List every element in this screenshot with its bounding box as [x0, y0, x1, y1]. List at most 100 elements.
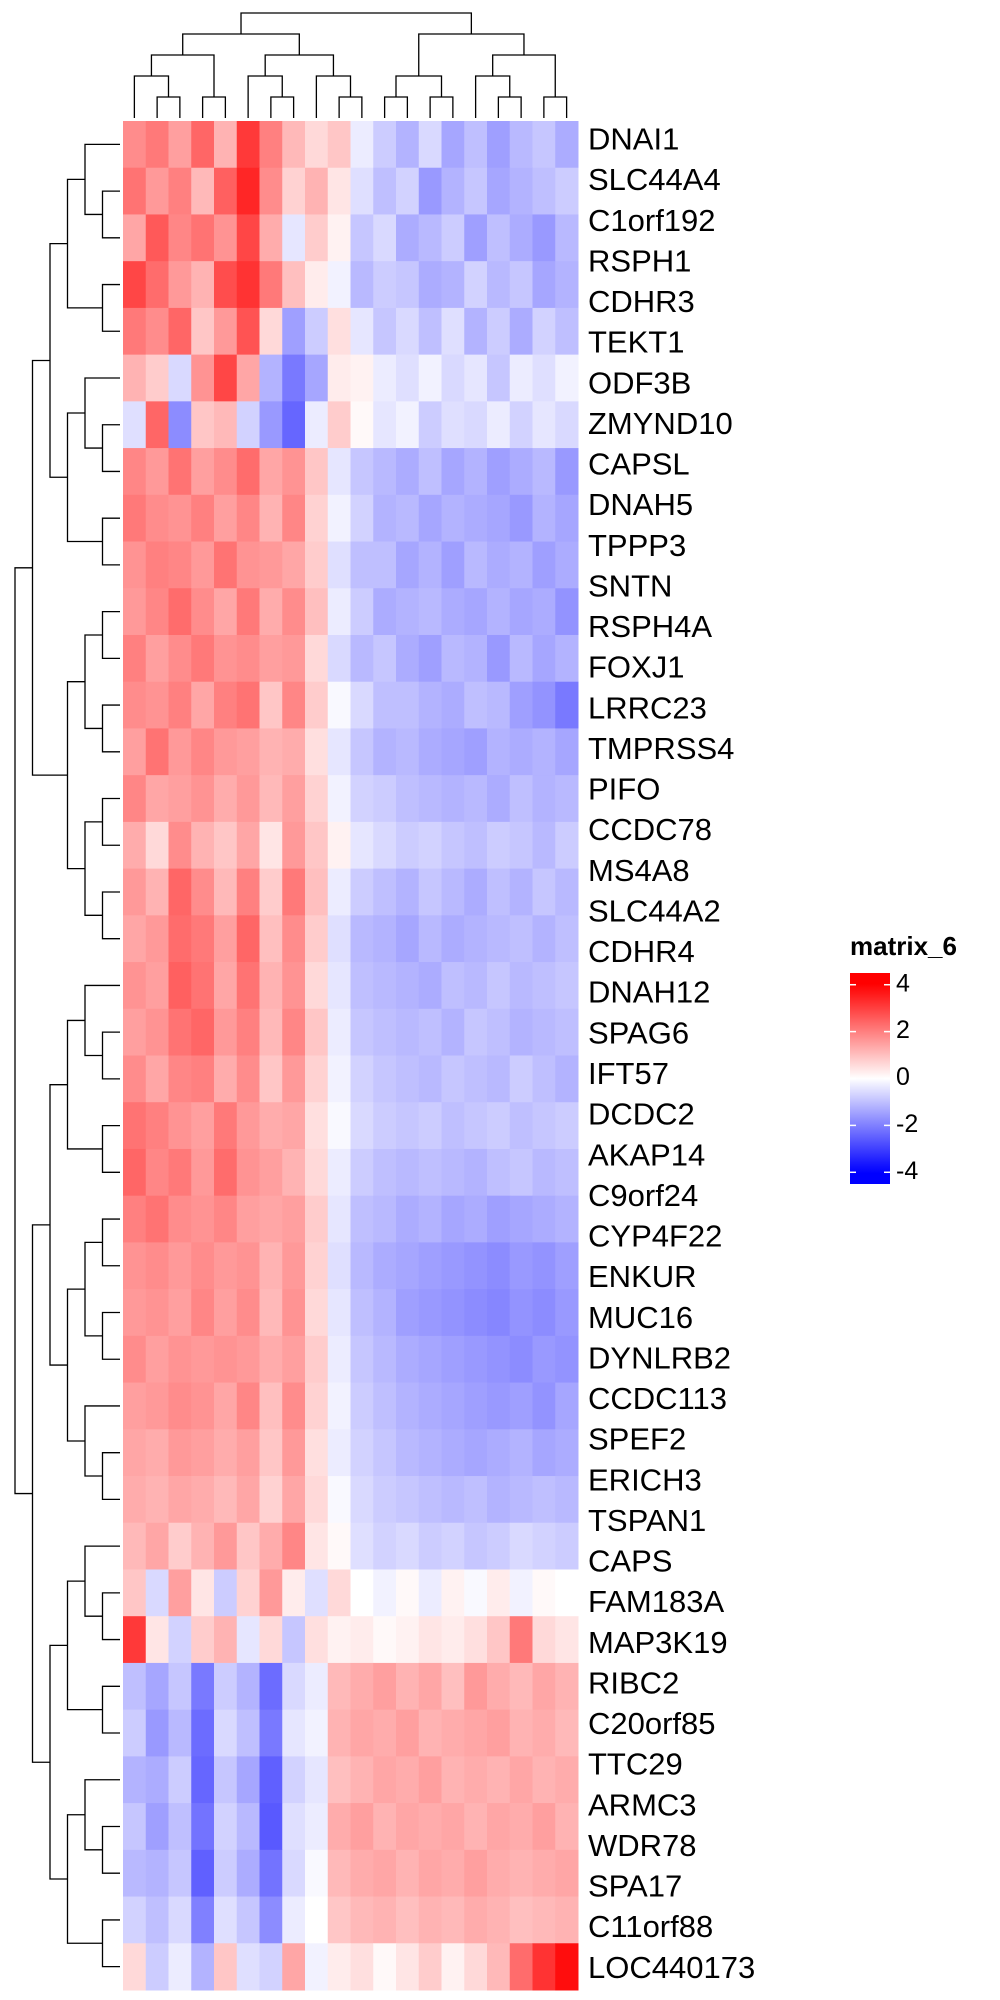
- heatmap-cell: [145, 1943, 169, 1991]
- dendrogram-branch: [101, 1124, 120, 1173]
- heatmap-cell: [396, 1522, 420, 1570]
- heatmap-cell: [487, 962, 511, 1010]
- heatmap-cell: [236, 962, 260, 1010]
- heatmap-cell: [396, 121, 420, 169]
- heatmap-cell: [509, 1756, 533, 1804]
- heatmap-cell: [555, 494, 579, 543]
- heatmap-cell: [555, 307, 579, 356]
- heatmap-cell: [123, 1335, 147, 1384]
- heatmap-cell: [236, 167, 260, 215]
- heatmap-cell: [532, 541, 556, 589]
- heatmap-cell: [532, 868, 556, 916]
- heatmap-cell: [123, 1896, 147, 1944]
- dendrogram-branch: [66, 412, 103, 543]
- heatmap-cell: [214, 1148, 238, 1197]
- heatmap-cell: [236, 541, 260, 589]
- heatmap-cell: [282, 354, 306, 402]
- heatmap-cell: [282, 1803, 306, 1851]
- heatmap-cell: [214, 1008, 238, 1056]
- heatmap-cell: [373, 261, 397, 309]
- heatmap-cell: [168, 868, 192, 916]
- heatmap-cell: [123, 634, 147, 683]
- heatmap-cell: [487, 821, 511, 870]
- heatmap-cell: [396, 448, 420, 496]
- heatmap-cell: [441, 915, 465, 963]
- heatmap-cell: [509, 1662, 533, 1711]
- heatmap-cell: [555, 1569, 579, 1617]
- heatmap-cell: [441, 728, 465, 776]
- heatmap-cell: [305, 214, 329, 262]
- heatmap-cell: [509, 1289, 533, 1337]
- heatmap-cell: [555, 1662, 579, 1711]
- heatmap-cell: [145, 1102, 169, 1150]
- heatmap-cell: [123, 1803, 147, 1851]
- heatmap-cell: [555, 448, 579, 496]
- heatmap-cell: [509, 1569, 533, 1617]
- dendrogram-branch: [66, 178, 103, 309]
- heatmap-cell: [373, 1569, 397, 1617]
- heatmap-cell: [373, 1756, 397, 1804]
- heatmap-cell: [214, 588, 238, 636]
- heatmap-cell: [327, 868, 351, 916]
- heatmap-cell: [396, 1709, 420, 1757]
- heatmap-cell: [373, 494, 397, 543]
- heatmap-cell: [373, 1335, 397, 1384]
- heatmap-cell: [168, 775, 192, 823]
- row-label: CAPSL: [588, 447, 690, 482]
- heatmap-cell: [259, 962, 283, 1010]
- heatmap-cell: [487, 681, 511, 729]
- heatmap-cell: [464, 307, 488, 356]
- heatmap-cell: [327, 775, 351, 823]
- heatmap-cell: [327, 1849, 351, 1898]
- heatmap-cell: [236, 121, 260, 169]
- heatmap-cell: [259, 1803, 283, 1851]
- heatmap-cell: [396, 1102, 420, 1150]
- heatmap-cell: [532, 1616, 556, 1664]
- heatmap-cell: [191, 1242, 215, 1290]
- heatmap-cell: [555, 1476, 579, 1524]
- heatmap-cell: [305, 1662, 329, 1711]
- heatmap-cell: [236, 448, 260, 496]
- heatmap-cell: [555, 1008, 579, 1056]
- heatmap-cell: [327, 1148, 351, 1197]
- dendrogram-branch: [66, 1288, 85, 1442]
- heatmap-cell: [418, 1008, 442, 1056]
- heatmap-cell: [532, 354, 556, 402]
- heatmap-cell: [509, 1943, 533, 1991]
- heatmap-cell: [464, 775, 488, 823]
- heatmap-cell: [168, 1803, 192, 1851]
- heatmap-cell: [396, 307, 420, 356]
- heatmap-cell: [145, 1849, 169, 1898]
- heatmap-cell: [418, 1522, 442, 1570]
- heatmap-cell: [396, 1896, 420, 1944]
- heatmap-cell: [236, 915, 260, 963]
- heatmap-cell: [168, 1008, 192, 1056]
- dendrogram-branch: [315, 75, 352, 118]
- heatmap-cell: [123, 1102, 147, 1150]
- heatmap-cell: [464, 494, 488, 543]
- heatmap-cell: [305, 261, 329, 309]
- heatmap-cell: [396, 1148, 420, 1197]
- heatmap-cell: [123, 1662, 147, 1711]
- heatmap-cell: [532, 634, 556, 683]
- heatmap-cell: [191, 1289, 215, 1337]
- heatmap-cell: [555, 1289, 579, 1337]
- heatmap-cell: [123, 915, 147, 963]
- heatmap-cell: [123, 1195, 147, 1243]
- heatmap-cell: [464, 541, 488, 589]
- heatmap-cell: [214, 167, 238, 215]
- heatmap-cell: [327, 1289, 351, 1337]
- heatmap-cell: [532, 915, 556, 963]
- heatmap-cell: [214, 214, 238, 262]
- heatmap-cell: [145, 1522, 169, 1570]
- heatmap-cell: [282, 541, 306, 589]
- heatmap-cell: [282, 588, 306, 636]
- heatmap-cell: [145, 1616, 169, 1664]
- heatmap-cell: [441, 214, 465, 262]
- heatmap-cell: [532, 1335, 556, 1384]
- heatmap-cell: [282, 915, 306, 963]
- heatmap-cell: [305, 167, 329, 215]
- heatmap-cell: [441, 868, 465, 916]
- heatmap-cell: [236, 1008, 260, 1056]
- row-label: MAP3K19: [588, 1625, 728, 1660]
